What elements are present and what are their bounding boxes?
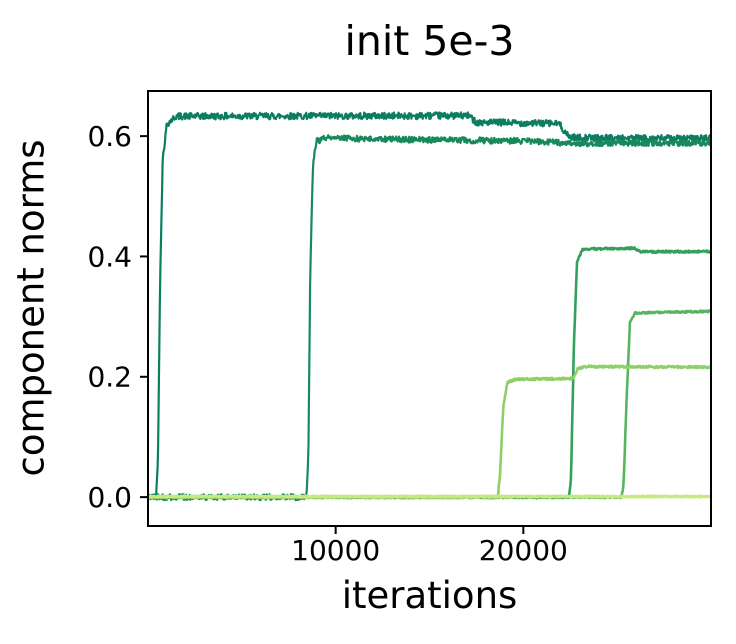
y-tick-label: 0.2	[87, 361, 132, 394]
series-component-2	[148, 134, 711, 502]
axes-spines	[147, 90, 712, 527]
x-axis-label: iterations	[341, 574, 518, 617]
x-tick-label: 10000	[291, 534, 380, 567]
series-component-6	[148, 494, 711, 499]
x-tick-label: 20000	[479, 534, 568, 567]
series-component-1	[148, 111, 711, 501]
chart-title: init 5e-3	[344, 17, 515, 65]
y-tick-label: 0.6	[87, 120, 132, 153]
y-tick-label: 0.0	[87, 481, 132, 514]
y-tick-label: 0.4	[87, 240, 132, 273]
series-component-4	[148, 309, 711, 500]
